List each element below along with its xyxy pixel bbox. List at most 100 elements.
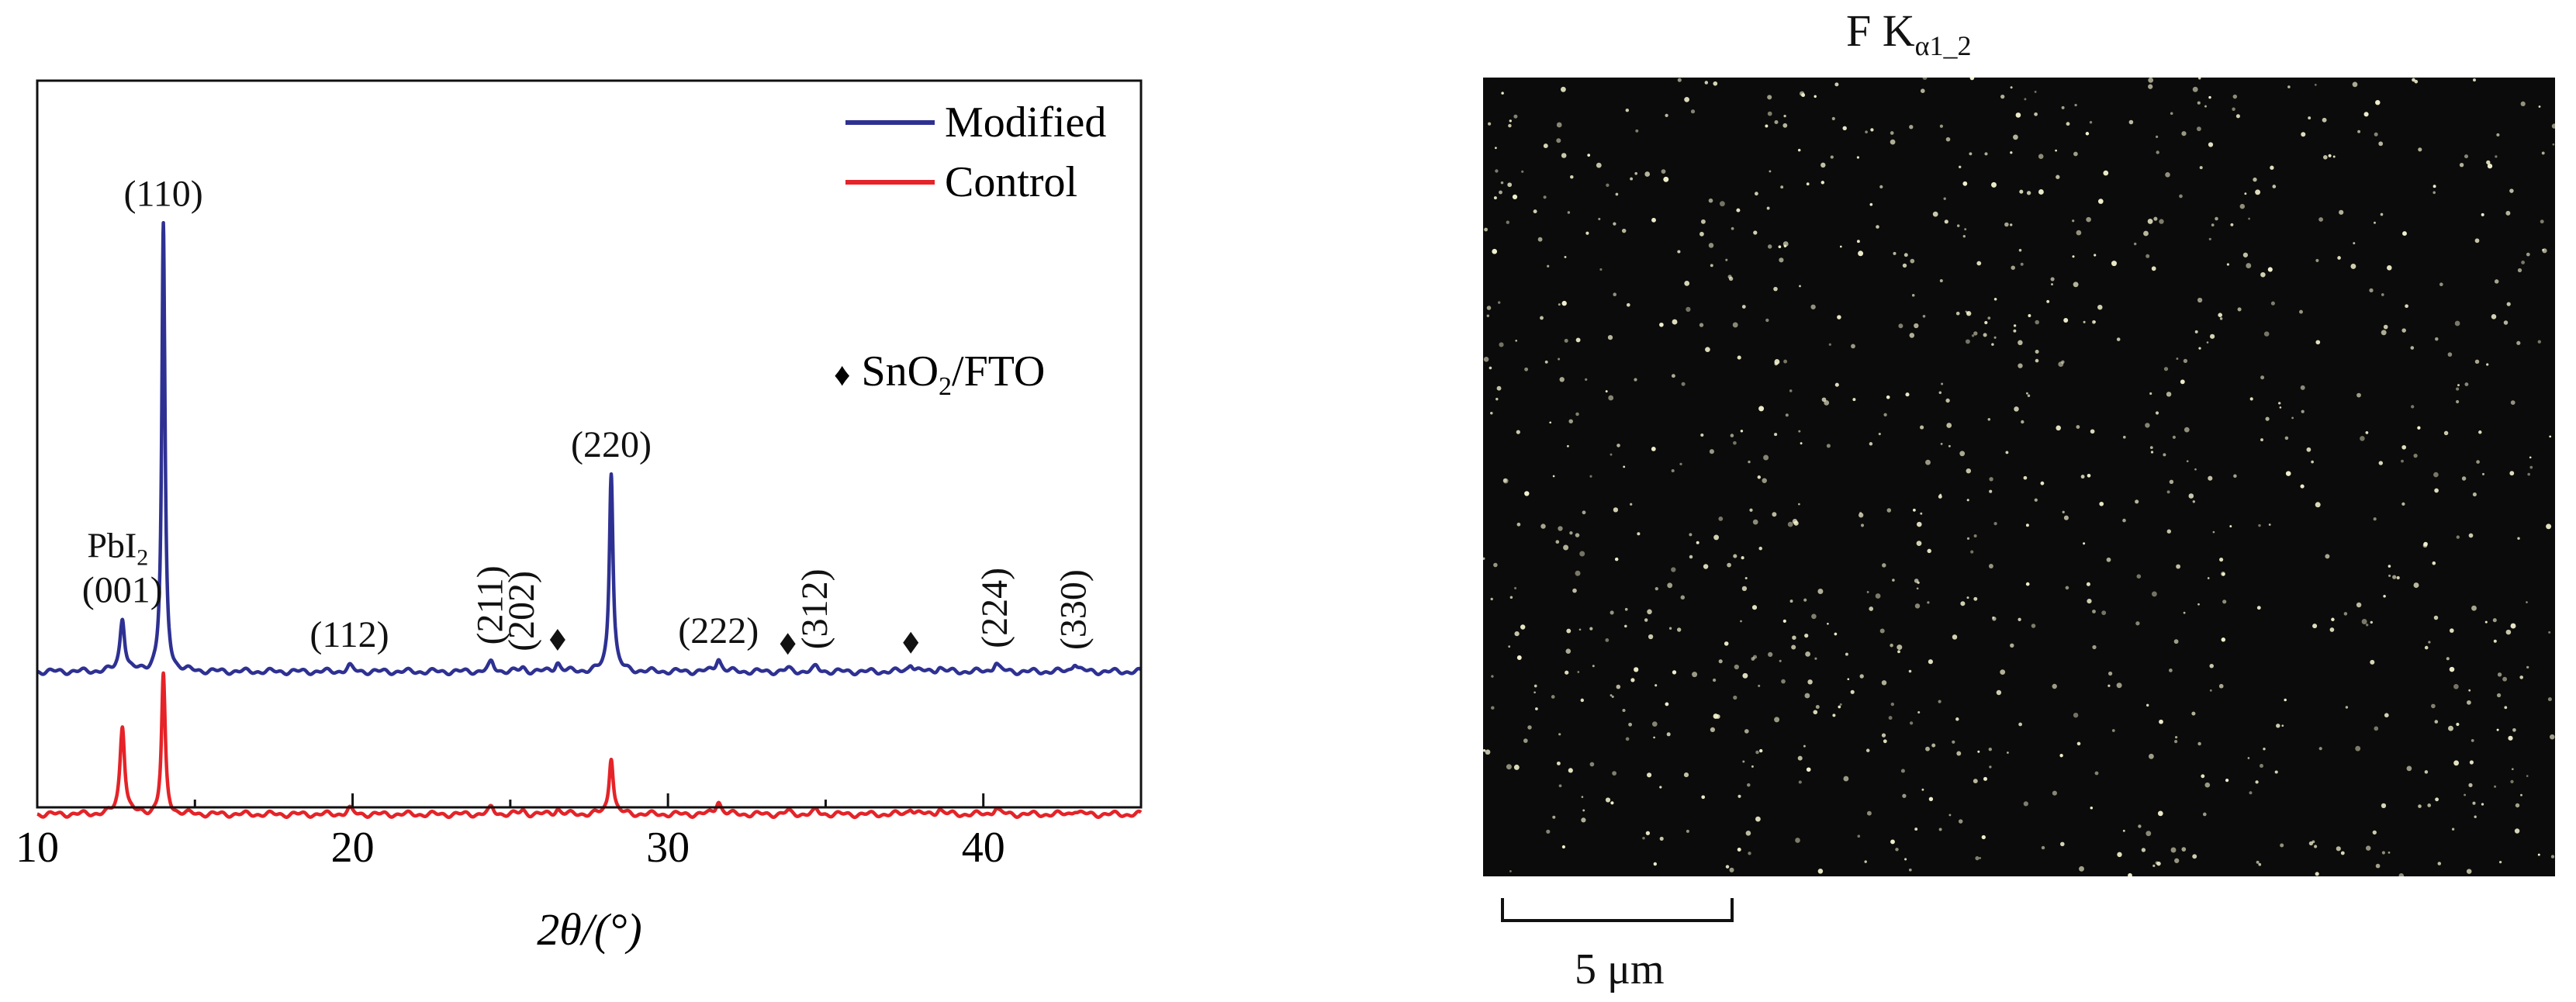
fluorine-signal-dot: [2151, 266, 2156, 271]
fluorine-signal-dot: [2366, 624, 2369, 627]
fluorine-signal-dot: [1690, 109, 1696, 114]
fluorine-signal-dot: [2209, 333, 2215, 339]
fluorine-signal-dot: [2117, 852, 2122, 858]
fluorine-signal-dot: [2486, 160, 2491, 165]
fluorine-signal-dot: [1774, 433, 1778, 437]
fluorine-signal-dot: [1544, 360, 1548, 364]
fluorine-signal-dot: [1914, 828, 1918, 831]
fluorine-signal-dot: [2034, 90, 2037, 93]
fluorine-signal-dot: [2192, 854, 2197, 859]
fluorine-signal-dot: [1958, 165, 1962, 169]
fluorine-signal-dot: [1799, 285, 1801, 288]
fluorine-signal-dot: [2035, 358, 2039, 363]
fluorine-signal-dot: [1546, 829, 1551, 834]
fluorine-signal-dot: [1616, 444, 1620, 447]
fluorine-signal-dot: [2410, 346, 2415, 350]
fluorine-signal-dot: [1988, 748, 1992, 752]
fluorine-signal-dot: [1512, 194, 1518, 199]
fluorine-signal-dot: [2418, 804, 2422, 808]
fluorine-signal-dot: [2427, 803, 2432, 807]
fluorine-signal-dot: [1900, 769, 1905, 773]
fluorine-signal-dot: [1699, 231, 1704, 237]
fluorine-signal-dot: [2373, 517, 2377, 521]
fluorine-signal-dot: [2521, 261, 2525, 264]
fluorine-signal-dot: [1737, 848, 1741, 852]
fluorine-signal-dot: [2156, 150, 2159, 154]
fluorine-signal-dot: [2073, 282, 2079, 288]
fluorine-signal-dot: [1781, 679, 1786, 684]
fluorine-signal-dot: [2073, 151, 2078, 157]
fluorine-signal-dot: [2381, 803, 2387, 809]
fluorine-signal-dot: [1866, 810, 1872, 816]
fluorine-signal-dot: [2412, 78, 2415, 82]
fluorine-signal-dot: [2155, 411, 2159, 415]
fluorine-signal-dot: [1655, 586, 1658, 591]
fluorine-signal-dot: [1589, 762, 1595, 767]
fluorine-signal-dot: [2229, 525, 2232, 528]
fluorine-signal-dot: [1789, 389, 1793, 392]
fluorine-signal-dot: [2549, 435, 2552, 438]
fluorine-signal-dot: [2076, 230, 2082, 236]
fluorine-signal-dot: [2204, 105, 2207, 108]
fluorine-signal-dot: [2031, 624, 2036, 628]
fluorine-signal-dot: [2339, 209, 2344, 215]
fluorine-signal-dot: [2111, 261, 2117, 267]
fluorine-signal-dot: [1558, 303, 1561, 306]
fluorine-signal-dot: [2194, 330, 2198, 333]
fluorine-signal-dot: [2263, 747, 2266, 751]
fluorine-signal-dot: [1780, 185, 1784, 189]
fluorine-signal-dot: [2312, 624, 2318, 629]
fluorine-signal-dot: [1893, 251, 1897, 255]
fluorine-signal-dot: [2055, 149, 2057, 152]
fluorine-signal-dot: [1858, 250, 1864, 257]
fluorine-signal-dot: [2551, 123, 2555, 129]
fluorine-signal-dot: [1502, 478, 1509, 484]
fluorine-signal-dot: [1515, 339, 1518, 342]
fluorine-signal-dot: [1514, 586, 1517, 589]
fluorine-signal-dot: [1973, 534, 1977, 538]
fluorine-signal-dot: [1977, 750, 1980, 753]
fluorine-signal-dot: [1725, 865, 1730, 869]
fluorine-signal-dot: [2519, 675, 2524, 679]
fluorine-signal-dot: [2197, 78, 2201, 80]
fluorine-signal-dot: [2301, 409, 2305, 413]
fluorine-signal-dot: [1817, 869, 1824, 874]
fluorine-signal-dot: [2212, 530, 2215, 534]
fluorine-signal-dot: [1575, 337, 1581, 343]
fluorine-signal-dot: [2004, 222, 2009, 227]
fluorine-signal-dot: [2435, 337, 2439, 341]
fluorine-signal-dot: [2197, 297, 2203, 303]
fluorine-signal-dot: [2061, 105, 2065, 109]
fluorine-signal-dot: [1623, 465, 1626, 468]
fluorine-signal-dot: [2285, 471, 2291, 476]
fluorine-signal-dot: [2284, 698, 2287, 702]
fluorine-signal-dot: [2396, 575, 2400, 580]
fluorine-signal-dot: [2456, 535, 2460, 539]
fluorine-signal-dot: [2494, 785, 2497, 788]
fluorine-signal-dot: [2074, 103, 2077, 107]
fluorine-signal-dot: [2433, 615, 2439, 620]
fluorine-signal-dot: [1865, 748, 1870, 752]
fluorine-signal-dot: [1916, 541, 1922, 546]
fluorine-signal-dot: [1540, 523, 1546, 529]
fluorine-signal-dot: [1944, 219, 1948, 224]
fluorine-signal-dot: [2172, 435, 2176, 439]
fluorine-signal-dot: [1859, 513, 1864, 518]
fluorine-signal-dot: [1578, 628, 1582, 631]
fluorine-signal-dot: [2278, 402, 2281, 405]
fluorine-signal-dot: [1946, 423, 1952, 428]
fluorine-signal-dot: [2007, 752, 2009, 754]
fluorine-signal-dot: [1742, 760, 1745, 763]
fluorine-signal-dot: [2508, 735, 2513, 741]
fluorine-signal-dot: [1969, 152, 1973, 156]
fluorine-signal-dot: [1767, 95, 1772, 100]
fluorine-signal-dot: [1540, 316, 1544, 320]
fluorine-signal-dot: [1533, 691, 1536, 694]
fluorine-signal-dot: [1613, 222, 1616, 226]
fluorine-signal-dot: [2148, 84, 2153, 89]
fluorine-signal-dot: [2086, 582, 2090, 586]
fluorine-signal-dot: [2085, 132, 2090, 136]
fluorine-signal-dot: [1913, 508, 1916, 512]
fluorine-signal-dot: [2188, 493, 2194, 499]
fluorine-signal-dot: [1733, 441, 1737, 445]
